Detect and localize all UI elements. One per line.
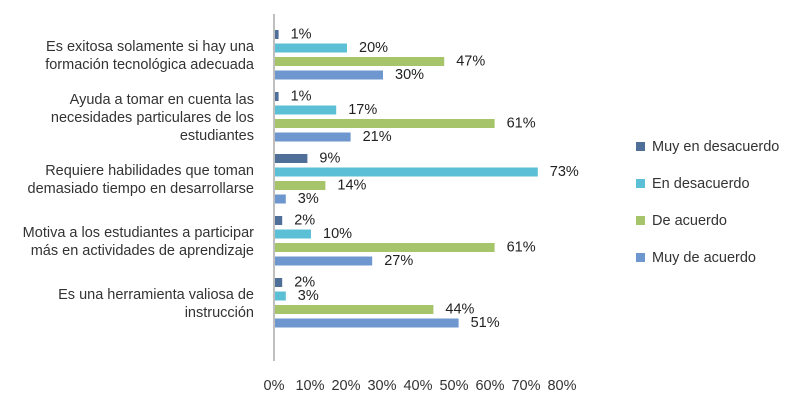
data-label: 30%: [395, 67, 424, 83]
legend-swatch: [636, 253, 645, 262]
data-label: 10%: [323, 226, 352, 242]
x-tick-label: 0%: [264, 378, 285, 394]
bar: [275, 154, 308, 163]
data-label: 2%: [294, 213, 315, 229]
x-tick-label: 20%: [331, 378, 360, 394]
bar: [275, 256, 373, 266]
bar: [275, 243, 495, 252]
bar: [275, 181, 326, 190]
bar: [275, 278, 283, 287]
category-label: Requiere habilidades que toman demasiado …: [28, 163, 255, 197]
data-label: 3%: [298, 191, 319, 207]
data-labels: 1%20%47%30%1%17%61%21%9%73%14%3%2%10%61%…: [291, 27, 579, 332]
category-label: Ayuda a tomar en cuenta las necesidades p…: [51, 92, 254, 144]
bar: [275, 92, 279, 101]
data-label: 21%: [363, 129, 392, 145]
bar: [275, 43, 347, 53]
data-label: 73%: [550, 164, 579, 180]
legend-label: En desacuerdo: [652, 176, 750, 192]
bar: [275, 105, 337, 115]
legend-swatch: [636, 142, 645, 151]
data-label: 61%: [507, 240, 536, 256]
bar: [275, 229, 311, 239]
legend: Muy en desacuerdo En desacuerdo De acuerdo…: [636, 139, 779, 266]
data-label: 3%: [298, 288, 319, 304]
x-tick-label: 30%: [367, 378, 396, 394]
bar: [275, 167, 538, 177]
bar: [275, 318, 459, 328]
category-label: Es una herramienta valiosa de instrucción: [58, 287, 254, 321]
bar: [275, 305, 434, 314]
data-label: 27%: [384, 253, 413, 269]
data-label: 47%: [456, 54, 485, 70]
legend-swatch: [636, 179, 645, 188]
data-label: 1%: [291, 89, 312, 105]
legend-label: De acuerdo: [652, 213, 727, 229]
data-label: 20%: [359, 40, 388, 56]
x-tick-label: 60%: [475, 378, 504, 394]
x-tick-label: 40%: [403, 378, 432, 394]
bars: [275, 30, 538, 328]
bar: [275, 119, 495, 128]
category-labels: Es exitosa solamente si hay una formación…: [23, 39, 255, 321]
legend-label: Muy en desacuerdo: [652, 139, 779, 155]
x-tick-label: 70%: [511, 378, 540, 394]
data-label: 2%: [294, 275, 315, 291]
category-label: Es exitosa solamente si hay una formación…: [45, 39, 255, 73]
category-label: Motiva a los estudiantes a participar más…: [23, 225, 254, 259]
x-tick-label: 10%: [295, 378, 324, 394]
data-label: 51%: [471, 315, 500, 331]
bar: [275, 70, 383, 80]
x-axis-ticks: 0% 10% 20% 30% 40% 50% 60% 70% 80%: [264, 378, 577, 394]
bar: [275, 132, 351, 142]
legend-swatch: [636, 216, 645, 225]
data-label: 14%: [337, 178, 366, 194]
data-label: 9%: [319, 151, 340, 167]
bar: [275, 194, 286, 204]
data-label: 17%: [348, 102, 377, 118]
data-label: 1%: [291, 27, 312, 43]
bar: [275, 291, 286, 301]
legend-label: Muy de acuerdo: [652, 250, 756, 266]
x-tick-label: 80%: [547, 378, 576, 394]
bar: [275, 57, 445, 66]
x-tick-label: 50%: [439, 378, 468, 394]
bar: [275, 216, 283, 225]
data-label: 44%: [445, 302, 474, 318]
data-label: 61%: [507, 116, 536, 132]
bar: [275, 30, 279, 39]
